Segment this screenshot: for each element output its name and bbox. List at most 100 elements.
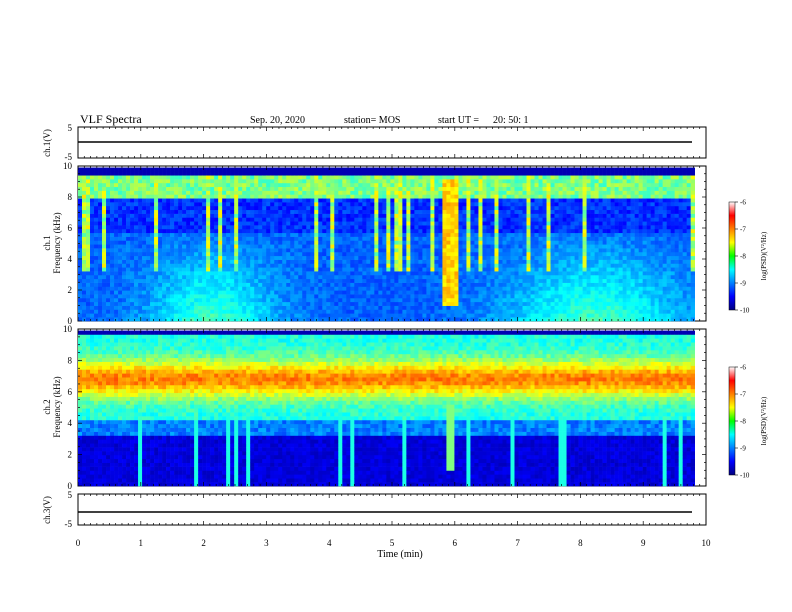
spectrogram-cell <box>446 282 451 287</box>
spectrogram-cell <box>510 282 515 287</box>
spectrogram-cell <box>410 297 415 303</box>
spectrogram-cell <box>422 259 427 264</box>
spectrogram-cell <box>330 248 335 253</box>
spectrogram-cell <box>390 171 395 176</box>
spectrogram-cell <box>258 213 263 218</box>
spectrogram-cell <box>386 236 391 241</box>
spectrogram-cell <box>146 301 151 306</box>
spectrogram-cell <box>238 240 243 245</box>
spectrogram-cell <box>210 297 215 303</box>
spectrogram-cell <box>570 217 575 222</box>
spectrogram-cell <box>454 167 459 172</box>
spectrogram-cell <box>326 236 331 241</box>
spectrogram-cell <box>474 175 479 180</box>
spectrogram-cell <box>534 205 539 211</box>
spectrogram-cell <box>86 309 91 314</box>
spectrogram-cell <box>562 205 567 211</box>
spectrogram-cell <box>302 190 307 195</box>
spectrogram-cell <box>534 278 539 283</box>
spectrogram-cell <box>206 259 211 264</box>
spectrogram-cell <box>286 274 291 280</box>
spectrogram-cell <box>374 286 379 291</box>
spectrogram-cell <box>470 209 475 214</box>
spectrogram-cell <box>378 274 383 280</box>
spectrogram-cell <box>378 255 383 260</box>
spectrogram-cell <box>130 240 135 245</box>
spectrogram-cell <box>562 259 567 264</box>
spectrogram-cell <box>394 225 399 230</box>
spectrogram-cell <box>82 236 87 241</box>
spectrogram-cell <box>274 225 279 230</box>
spectrogram-cell <box>422 190 427 195</box>
spectrogram-cell <box>286 209 291 214</box>
spectrogram-cell <box>418 263 423 268</box>
spectrogram-cell <box>314 240 319 245</box>
spectrogram-cell <box>258 221 263 226</box>
spectrogram-cell <box>110 271 115 276</box>
spectrogram-cell <box>378 263 383 268</box>
spectrogram-cell <box>450 225 455 230</box>
spectrogram-cell <box>326 221 331 226</box>
spectrogram-cell <box>502 190 507 195</box>
spectrogram-cell <box>370 221 375 226</box>
spectrogram-cell <box>270 171 275 176</box>
spectrogram-cell <box>170 290 175 295</box>
spectrogram-cell <box>350 244 355 249</box>
spectrogram-cell <box>502 182 507 188</box>
spectrogram-cell <box>366 232 371 237</box>
spectrogram-cell <box>270 305 275 310</box>
spectrogram-cell <box>482 171 487 176</box>
spectrogram-cell <box>454 221 459 226</box>
spectrogram-cell <box>450 313 455 318</box>
spectrogram-cell <box>554 240 559 245</box>
spectrogram-cell <box>482 294 487 299</box>
spectrogram-cell <box>162 251 167 257</box>
spectrogram-cell <box>238 274 243 280</box>
spectrogram-cell <box>486 213 491 218</box>
spectrogram-cell <box>366 278 371 283</box>
spectrogram-cell <box>218 290 223 295</box>
spectrogram-cell <box>538 179 543 184</box>
spectrogram-cell <box>482 232 487 237</box>
spectrogram-cell <box>522 213 527 218</box>
spectrogram-cell <box>202 182 207 188</box>
spectrogram-cell <box>470 251 475 257</box>
spectrogram-cell <box>418 186 423 191</box>
spectrogram-cell <box>262 171 267 176</box>
spectrogram-cell <box>546 290 551 295</box>
spectrogram-cell <box>386 301 391 306</box>
spectrogram-cell <box>86 225 91 230</box>
spectrogram-cell <box>294 205 299 211</box>
spectrogram-cell <box>522 190 527 195</box>
spectrogram-cell <box>478 259 483 264</box>
spectrogram-cell <box>262 198 267 203</box>
spectrogram-cell <box>290 232 295 237</box>
spectrogram-cell <box>566 294 571 299</box>
spectrogram-cell <box>166 244 171 249</box>
spectrogram-cell <box>434 240 439 245</box>
spectrogram-cell <box>334 175 339 180</box>
spectrogram-cell <box>558 182 563 188</box>
spectrogram-cell <box>502 240 507 245</box>
spectrogram-cell <box>506 182 511 188</box>
spectrogram-cell <box>446 267 451 272</box>
spectrogram-cell <box>298 190 303 195</box>
spectrogram-cell <box>466 309 471 314</box>
spectrogram-cell <box>282 205 287 211</box>
spectrogram-cell <box>98 290 103 295</box>
spectrogram-cell <box>422 179 427 184</box>
spectrogram-cell <box>102 198 107 203</box>
spectrogram-cell <box>86 248 91 253</box>
spectrogram-cell <box>278 179 283 184</box>
spectrogram-cell <box>342 313 347 318</box>
spectrogram-cell <box>122 190 127 195</box>
spectrogram-cell <box>474 255 479 260</box>
spectrogram-cell <box>278 236 283 241</box>
spectrogram-cell <box>346 179 351 184</box>
spectrogram-cell <box>418 175 423 180</box>
spectrogram-cell <box>190 167 195 172</box>
spectrogram-cell <box>82 286 87 291</box>
spectrogram-cell <box>558 186 563 191</box>
spectrogram-cell <box>222 221 227 226</box>
spectrogram-cell <box>362 225 367 230</box>
